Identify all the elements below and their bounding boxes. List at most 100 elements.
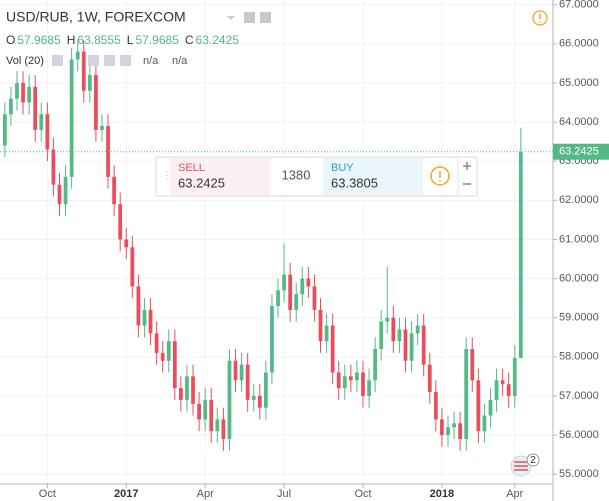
candle-body <box>506 384 511 396</box>
candle-body <box>21 82 25 103</box>
candle-body <box>257 395 262 408</box>
candle-body <box>81 51 86 91</box>
last-price-box <box>553 143 609 160</box>
candle-body <box>160 352 165 361</box>
candle-body <box>318 309 323 342</box>
alert-count: 2 <box>530 455 536 466</box>
candle-body <box>294 294 299 310</box>
buy-label: BUY <box>331 162 354 174</box>
candle-body <box>421 325 426 365</box>
candle-body <box>87 75 92 91</box>
candle-body <box>69 59 74 177</box>
x-tick-label: Apr <box>506 488 523 500</box>
candle-body <box>391 317 396 342</box>
alert-flag-stripes <box>514 461 528 471</box>
trade-info-icon[interactable] <box>430 166 450 186</box>
last-price-label: 63.2425 <box>559 146 599 158</box>
close-icon[interactable] <box>260 12 271 23</box>
candle-body <box>518 151 523 359</box>
candle-body <box>100 125 104 130</box>
y-tick-label: 59.0000 <box>559 312 599 324</box>
indicator-eye-icon[interactable] <box>52 55 63 66</box>
indicator-value: n/a <box>172 55 188 67</box>
candle-body <box>446 427 450 436</box>
candle-body <box>227 360 232 440</box>
indicator-more-icon[interactable] <box>120 55 131 66</box>
ohlc-label: H <box>67 33 76 47</box>
sell-label: SELL <box>178 162 205 174</box>
candle-body <box>300 278 305 295</box>
candle-body <box>440 419 444 436</box>
candle-body <box>464 349 469 440</box>
y-tick-label: 58.0000 <box>559 351 599 363</box>
buy-button[interactable] <box>323 158 423 195</box>
ohlc-value: 63.2425 <box>196 33 240 47</box>
candle-body <box>433 392 438 420</box>
candle-body <box>342 376 347 389</box>
candle-body <box>215 419 220 432</box>
dropdown-arrow[interactable] <box>227 16 235 20</box>
x-tick-label: 2018 <box>430 488 454 500</box>
candle-body <box>385 317 390 322</box>
candle-body <box>348 376 353 381</box>
candle-body <box>148 309 153 334</box>
candle-body <box>355 372 359 381</box>
symbol-title[interactable]: USD/RUB, 1W, FOREXCOM <box>6 9 186 25</box>
indicator-settings-icon[interactable] <box>88 55 99 66</box>
candle-body <box>458 423 463 440</box>
candle-body <box>154 333 159 353</box>
candle-body <box>136 286 141 326</box>
candle-body <box>233 360 238 381</box>
y-tick-label: 64.0000 <box>559 116 599 128</box>
indicator-close-icon[interactable] <box>104 55 115 66</box>
candle-body <box>15 82 19 99</box>
info-icon-mark <box>539 13 541 20</box>
ohlc-label: O <box>6 33 15 47</box>
y-tick-label: 66.0000 <box>559 38 599 50</box>
y-tick-label: 55.0000 <box>559 468 599 480</box>
y-tick-label: 65.0000 <box>559 77 599 89</box>
candle-body <box>403 329 408 361</box>
candle-body <box>166 341 171 361</box>
candle-body <box>512 358 517 396</box>
trade-widget: ⋮⋮ SELL 63.2425 1380 BUY 63.3805 <box>155 156 478 197</box>
candle-body <box>39 114 44 130</box>
candle-body <box>336 372 341 389</box>
spread: 1380 <box>282 167 311 182</box>
candle-body <box>33 86 38 130</box>
sell-button[interactable] <box>170 158 270 195</box>
candle-body <box>470 349 475 381</box>
candle-body <box>112 176 117 205</box>
candle-body <box>245 364 250 400</box>
candle-body <box>221 419 226 440</box>
candle-body <box>130 247 135 287</box>
info-icon-dot <box>539 21 541 23</box>
candle-body <box>172 341 177 389</box>
candle-body <box>27 86 32 103</box>
plus-button[interactable] <box>463 162 471 170</box>
candle-body <box>306 278 311 287</box>
candle-body <box>185 376 189 400</box>
candle-body <box>75 51 80 60</box>
candle-body <box>488 399 493 416</box>
candle-body <box>209 399 214 432</box>
indicator-value: n/a <box>143 55 159 67</box>
ohlc-value: 57.9685 <box>17 33 61 47</box>
alert-badge <box>526 453 540 467</box>
candle-body <box>2 114 7 146</box>
candle-body <box>94 75 98 130</box>
candle-body <box>312 286 317 310</box>
settings-icon[interactable] <box>244 12 255 23</box>
candle-body <box>203 399 208 420</box>
y-tick-label: 57.0000 <box>559 390 599 402</box>
indicator-title[interactable]: Vol (20) <box>6 55 44 67</box>
info-icon[interactable] <box>532 10 548 26</box>
candle-body <box>397 329 402 342</box>
candle-body <box>427 364 432 393</box>
candle-body <box>118 204 123 240</box>
candle-body <box>191 376 195 404</box>
candle-body <box>282 274 286 291</box>
candle-body <box>373 349 378 381</box>
